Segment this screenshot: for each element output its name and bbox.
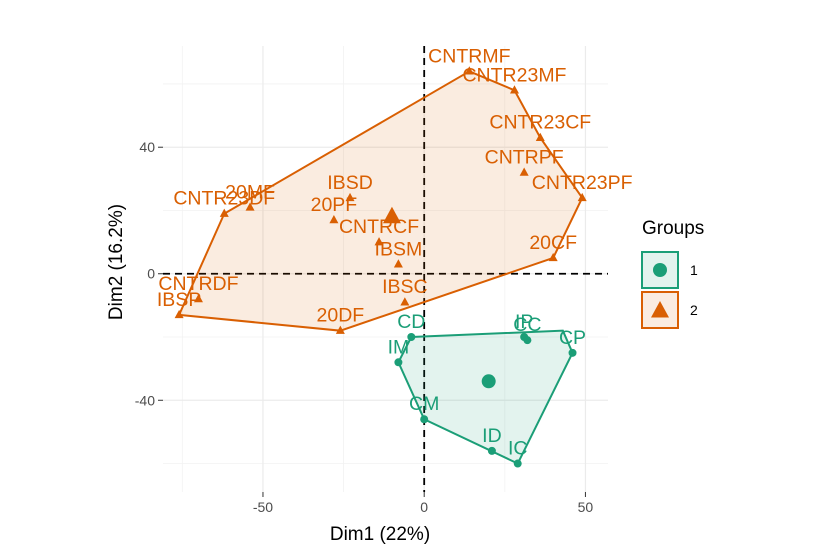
label-20mf: 20MF <box>225 181 275 203</box>
point-20cf <box>548 252 558 262</box>
y-tick-label: -40 <box>135 392 155 408</box>
legend-title: Groups <box>642 218 704 239</box>
label-cntrmf: CNTRMF <box>428 45 510 67</box>
label-20pf: 20PF <box>311 194 358 216</box>
reference-lines <box>163 46 608 492</box>
label-ibsp: IBSP <box>157 289 201 311</box>
legend-key-2 <box>641 291 679 329</box>
point-cntr23mf <box>509 85 519 94</box>
label-cntrdf: CNTRDF <box>158 273 238 295</box>
point-cntr23pf <box>577 192 587 202</box>
point-ibsp <box>174 309 184 319</box>
point-20pf <box>329 214 339 224</box>
label-20cf: 20CF <box>529 232 577 254</box>
point-cntr23df <box>219 208 229 217</box>
label-cntrpf: CNTRPF <box>485 147 564 169</box>
label-ip: IP <box>515 311 533 333</box>
point-ic <box>513 459 522 468</box>
legend: Groups 1 2 <box>641 218 704 329</box>
point-cntrdf <box>193 294 203 303</box>
axes: Dim1 (22%) Dim2 (16.2%) -50 0 50 -40 0 40 <box>106 139 593 545</box>
x-tick-label: 0 <box>420 499 428 515</box>
point-id <box>487 446 496 455</box>
label-cc: CC <box>513 314 541 336</box>
point-im <box>394 358 403 367</box>
x-axis-title: Dim1 (22%) <box>330 524 430 545</box>
label-ibsc: IBSC <box>382 276 428 298</box>
label-cp: CP <box>559 327 586 349</box>
y-tick-label: 0 <box>147 266 155 282</box>
legend-label-2: 2 <box>690 302 698 318</box>
point-ibsc <box>400 297 410 306</box>
label-ic: IC <box>508 438 528 460</box>
legend-marker-1 <box>653 263 667 277</box>
label-cntr23cf: CNTR23CF <box>489 112 591 134</box>
point-cm <box>420 415 429 424</box>
x-tick-label: 50 <box>578 499 594 515</box>
point-ibsd <box>345 192 355 202</box>
label-ibsd: IBSD <box>327 172 373 194</box>
label-cntr23df: CNTR23DF <box>173 188 275 210</box>
x-tick-label: -50 <box>253 499 273 515</box>
label-ibsm: IBSM <box>375 238 423 260</box>
label-im: IM <box>388 336 410 358</box>
point-20df <box>335 325 345 334</box>
point-cc <box>523 336 532 345</box>
y-axis-title: Dim2 (16.2%) <box>106 204 127 320</box>
label-20df: 20DF <box>317 305 365 327</box>
y-tick-label: 40 <box>139 139 155 155</box>
centroid-group-1 <box>481 374 496 389</box>
label-id: ID <box>482 425 502 447</box>
label-cm: CM <box>409 393 439 415</box>
label-cd: CD <box>397 311 425 333</box>
label-cntrcf: CNTRCF <box>339 216 419 238</box>
label-cntr23pf: CNTR23PF <box>532 172 633 194</box>
point-cntrpf <box>519 167 529 176</box>
point-20mf <box>245 202 255 211</box>
point-ibsm <box>393 259 403 268</box>
point-cntrcf <box>374 237 384 246</box>
legend-label-1: 1 <box>690 262 698 278</box>
centroid-group-2 <box>382 206 401 224</box>
data-points <box>174 66 587 468</box>
legend-marker-2 <box>651 301 669 318</box>
point-cp <box>568 348 577 357</box>
label-cntr23mf: CNTR23MF <box>462 64 566 86</box>
point-cd <box>407 333 416 342</box>
point-cntr23cf <box>535 132 545 141</box>
centroids <box>382 206 496 389</box>
point-cntrmf <box>464 66 474 75</box>
